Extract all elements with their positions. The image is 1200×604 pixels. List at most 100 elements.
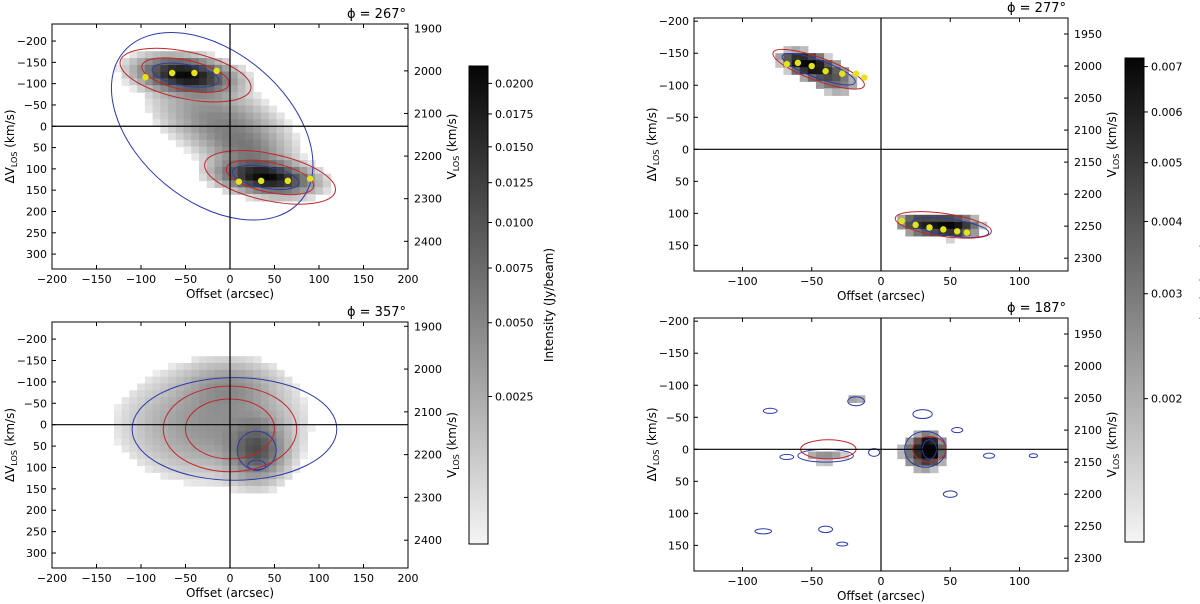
heat-cell: [230, 153, 239, 161]
rotation-point: [953, 228, 961, 235]
right-tick-label: 2100: [1074, 124, 1102, 137]
heat-cell: [276, 119, 285, 127]
heat-cell: [222, 146, 231, 154]
contours-p187: [754, 396, 1039, 547]
heat-cell: [168, 431, 177, 439]
heat-cell: [284, 438, 293, 446]
x-tick-label: 50: [943, 575, 957, 588]
y-tick-label: 250: [26, 227, 47, 240]
heat-cell: [284, 194, 293, 202]
y-tick-label: 150: [26, 184, 47, 197]
heat-cell: [268, 132, 278, 141]
heat-cell: [121, 58, 130, 66]
heat-cell: [183, 438, 192, 446]
heat-cell: [245, 194, 254, 202]
heat-cell: [152, 51, 161, 59]
heat-cell: [260, 160, 270, 168]
heat-cell: [214, 105, 223, 114]
heat-cell: [121, 417, 130, 426]
heat-cell: [954, 221, 963, 230]
heat-cell: [815, 74, 825, 82]
heat-cell: [129, 410, 138, 419]
heat-cell: [160, 71, 169, 80]
heat-cell: [191, 112, 200, 120]
x-axis-label: Offset (arcsec): [837, 289, 925, 303]
heat-cell: [222, 126, 231, 134]
y-tick-label: −50: [24, 397, 47, 410]
heat-cell: [260, 431, 270, 439]
heat-cell: [230, 146, 239, 154]
heat-cell: [260, 153, 270, 161]
heatmap-p357: [113, 356, 316, 494]
heat-cell: [824, 88, 833, 96]
heat-cell: [268, 397, 278, 405]
heat-cell: [268, 126, 278, 134]
heat-cell: [191, 85, 200, 93]
heat-cell: [299, 180, 308, 188]
rotation-point: [839, 70, 846, 77]
heat-cell: [183, 472, 192, 480]
heat-cell: [199, 153, 208, 161]
heat-cell: [168, 126, 177, 134]
heat-cell: [253, 376, 262, 385]
heat-cell: [183, 369, 192, 378]
heat-cell: [230, 451, 239, 460]
x-tick-label: −150: [81, 572, 111, 585]
heat-cell: [222, 78, 231, 86]
heat-cell: [199, 438, 208, 446]
heat-cell: [905, 221, 915, 230]
heat-cell: [199, 146, 208, 154]
heat-cell: [191, 479, 200, 487]
heat-cell: [245, 465, 254, 473]
heat-cell: [245, 71, 254, 80]
heat-cell: [237, 486, 247, 494]
heat-cell: [199, 71, 208, 80]
y-tick-label: −200: [659, 15, 689, 28]
heat-cell: [978, 221, 988, 230]
heat-cell: [237, 397, 247, 405]
heat-cell: [152, 78, 161, 86]
rotation-point: [191, 69, 198, 77]
heat-cell: [175, 58, 185, 66]
heat-cell: [160, 85, 169, 93]
colorbar-p277: 0.002 0.003 0.004 0.005 0.006 0.007 Intensity …: [1124, 57, 1200, 543]
heat-cell: [168, 445, 177, 453]
heat-cell: [276, 153, 285, 161]
y-tick-label: 100: [668, 207, 689, 220]
heat-cell: [168, 132, 177, 141]
heat-cell: [260, 132, 270, 141]
heat-cell: [291, 187, 301, 195]
heat-cell: [299, 173, 308, 182]
heat-cell: [191, 376, 200, 385]
heat-cell: [253, 153, 262, 161]
x-tick-label: −50: [174, 572, 197, 585]
heat-cell: [832, 67, 841, 75]
heat-cell: [206, 153, 216, 161]
heat-cell: [268, 472, 278, 480]
heat-cell: [199, 126, 208, 134]
heatmap-p187: [807, 395, 947, 474]
heat-cell: [137, 51, 146, 59]
heat-cell: [276, 479, 285, 487]
right-tick-label: 2100: [1074, 424, 1102, 437]
x-tick-label: −100: [126, 572, 156, 585]
heat-cell: [253, 146, 262, 154]
panel-title: ϕ = 187°: [1007, 301, 1066, 316]
heat-cell: [183, 451, 192, 460]
colorbar-p267: 0.0025 0.0050 0.0075 0.0100 0.0125 0.0150 0.01…: [468, 65, 556, 545]
right-tick-label: 2200: [1074, 188, 1102, 201]
y-axis-label: ΔVLOS (km/s): [3, 109, 19, 183]
heat-cell: [276, 417, 285, 426]
heat-cell: [168, 98, 177, 107]
heat-cell: [144, 431, 154, 439]
heat-cell: [199, 160, 208, 168]
heat-cell: [937, 451, 947, 460]
heat-cell: [921, 228, 931, 237]
heat-cell: [237, 173, 247, 182]
red-contour: [772, 48, 865, 90]
heat-cell: [137, 410, 146, 419]
heat-cell: [129, 85, 138, 93]
x-axis-label: Offset (arcsec): [837, 589, 925, 603]
heat-cell: [970, 221, 980, 230]
heat-cell: [230, 410, 239, 419]
